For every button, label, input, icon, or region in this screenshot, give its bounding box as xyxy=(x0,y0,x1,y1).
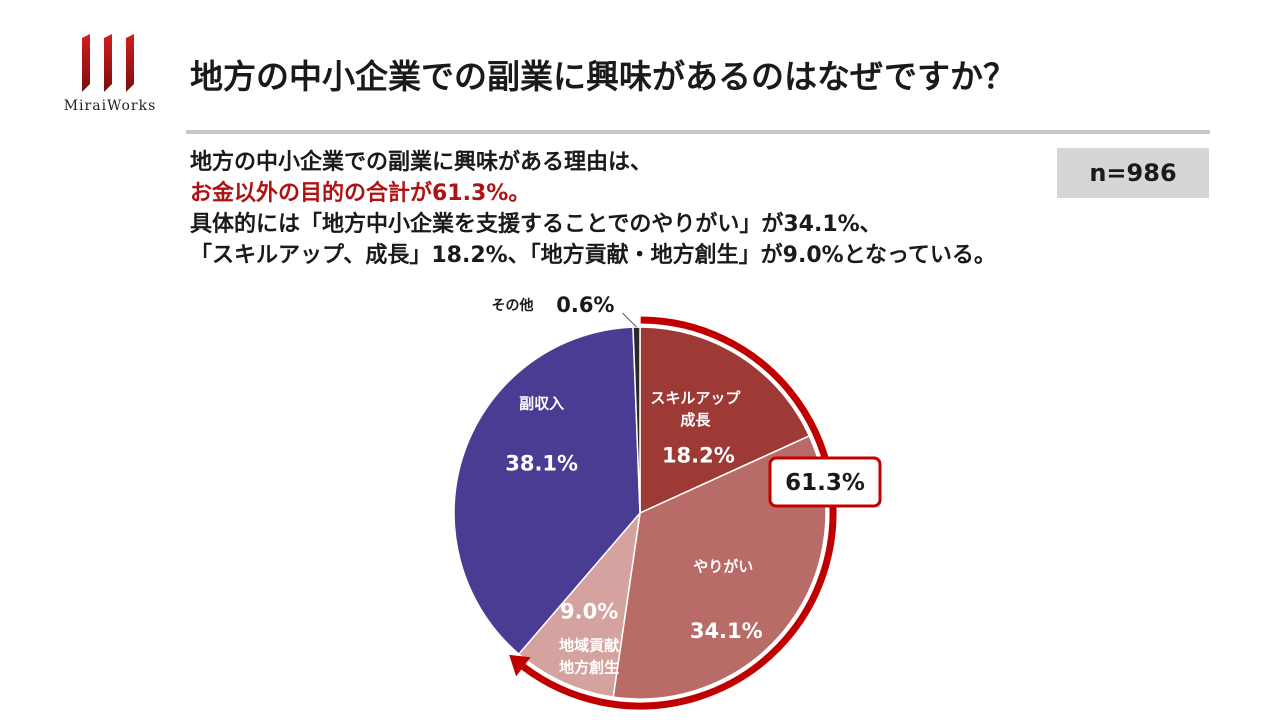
brand-logo: MiraiWorks xyxy=(40,32,180,114)
slice-label: 地域貢献地方創生 xyxy=(559,637,619,677)
slice-label: スキルアップ成長 xyxy=(650,389,741,429)
total-callout-box xyxy=(768,456,882,508)
slice-value-label: 9.0% xyxy=(560,600,618,624)
bracket-arrowhead xyxy=(509,654,531,677)
mirai-works-logo-mark xyxy=(82,34,134,92)
bracket-arc xyxy=(521,316,837,710)
sample-size-badge: n=986 xyxy=(1057,148,1209,198)
summary-highlight: お金以外の目的の合計が61.3%。 xyxy=(190,181,531,206)
slice-label: 副収入 xyxy=(519,395,564,413)
pie-slice xyxy=(639,326,811,515)
slice-value-label: 18.2% xyxy=(662,443,735,467)
summary-line-3: 具体的には「地方中小企業を支援することでのやりがい」が34.1%、 xyxy=(190,212,882,237)
pie-slice xyxy=(632,326,641,514)
page-title: 地方の中小企業での副業に興味があるのはなぜですか？ xyxy=(190,57,1016,96)
title-divider xyxy=(186,130,1210,134)
summary-line-4: 「スキルアップ、成長」18.2%、「地方貢献・地方創生」が9.0%となっている。 xyxy=(190,243,996,268)
slice-label: やりがい xyxy=(693,558,753,576)
pie-slice xyxy=(453,326,641,656)
slice-value-label: 0.6% xyxy=(556,293,614,317)
total-callout-label: 61.3% xyxy=(785,470,865,496)
summary-line-1: 地方の中小企業での副業に興味がある理由は、 xyxy=(190,150,653,175)
brand-name: MiraiWorks xyxy=(63,98,157,114)
slice-value-label: 38.1% xyxy=(505,452,578,476)
slice-label: その他 xyxy=(491,297,533,314)
summary-text: 地方の中小企業での副業に興味がある理由は、 お金以外の目的の合計が61.3%。 … xyxy=(190,147,996,271)
leader-line xyxy=(622,312,637,328)
slice-value-label: 34.1% xyxy=(690,619,763,643)
